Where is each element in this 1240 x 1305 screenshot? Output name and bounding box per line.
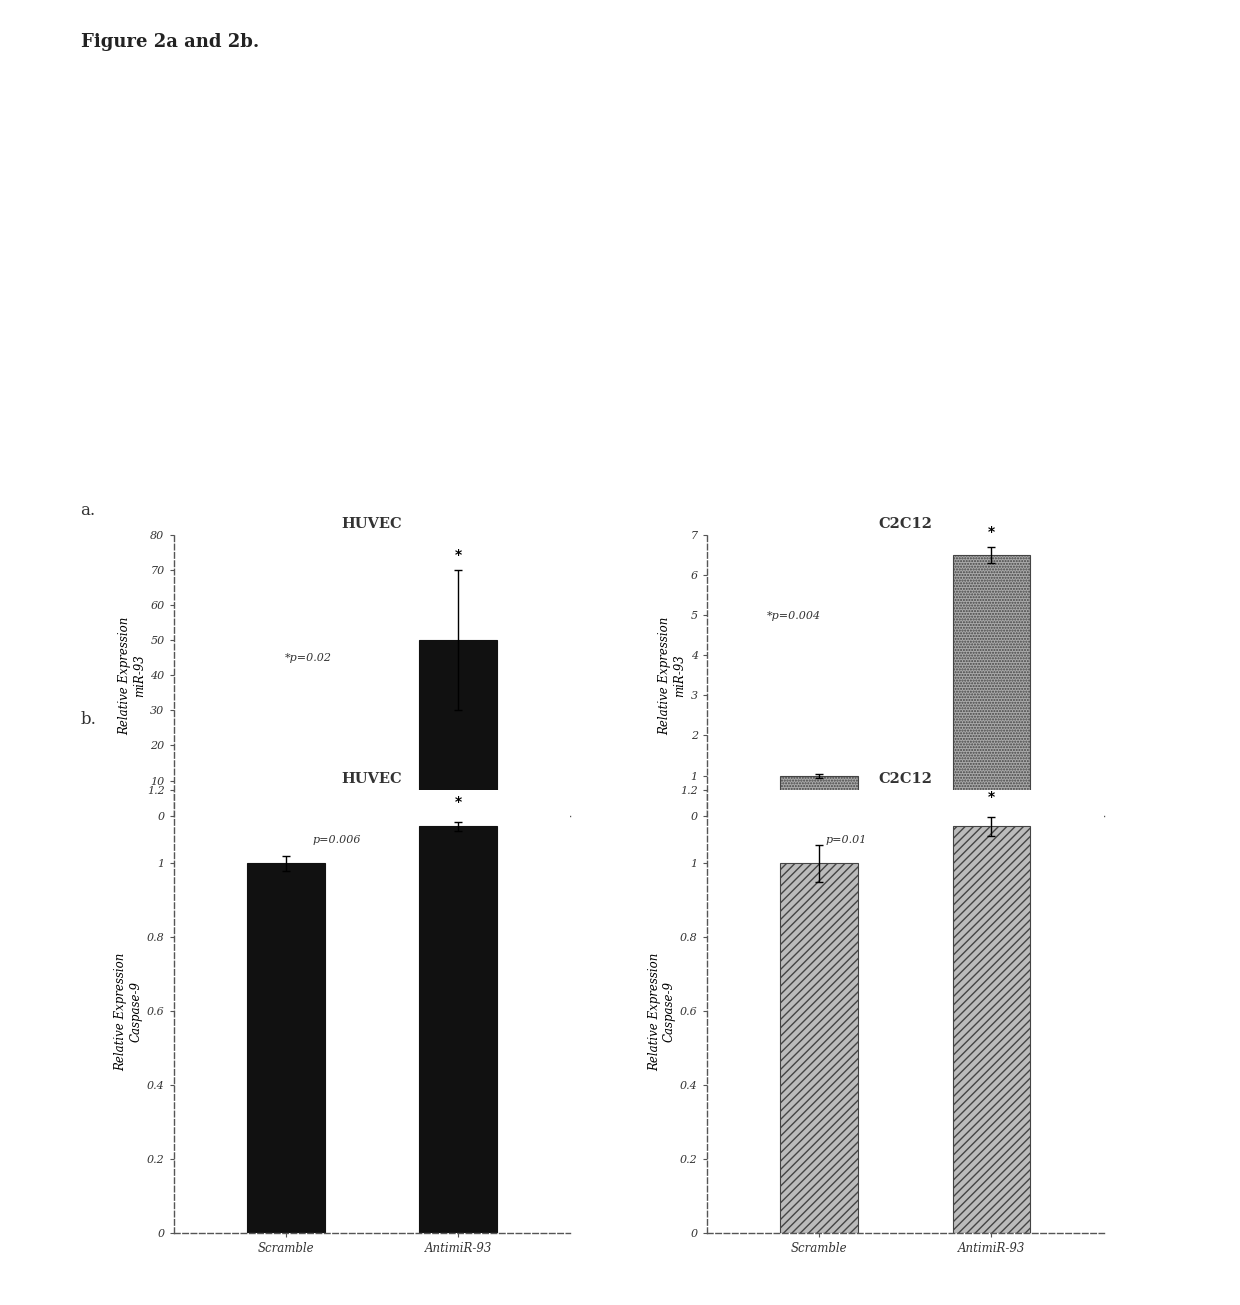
Text: *p=0.02: *p=0.02 (285, 654, 332, 663)
Text: *: * (455, 795, 461, 809)
Bar (780, 864, 858, 1233)
Text: *p=0.004: *p=0.004 (766, 611, 821, 621)
Text: Figure 2a and 2b.: Figure 2a and 2b. (81, 33, 259, 51)
Bar (247, 864, 325, 1233)
Y-axis label: Relative Expression
miR-93: Relative Expression miR-93 (118, 616, 146, 735)
Text: a.: a. (81, 502, 95, 519)
Bar (419, 826, 497, 1233)
Text: *: * (988, 790, 994, 804)
Bar (780, 775, 858, 816)
Title: C2C12: C2C12 (878, 517, 932, 531)
Y-axis label: Relative Expression
Caspase-9: Relative Expression Caspase-9 (114, 953, 143, 1070)
Text: *: * (455, 548, 461, 561)
Title: HUVEC: HUVEC (342, 517, 402, 531)
Bar (247, 812, 325, 816)
Text: *: * (988, 525, 994, 539)
Title: HUVEC: HUVEC (342, 771, 402, 786)
Y-axis label: Relative Expression
miR-93: Relative Expression miR-93 (658, 616, 687, 735)
Bar (952, 826, 1030, 1233)
Bar (952, 555, 1030, 816)
Text: b.: b. (81, 711, 97, 728)
Y-axis label: Relative Expression
Caspase-9: Relative Expression Caspase-9 (647, 953, 676, 1070)
Text: p=0.006: p=0.006 (312, 835, 361, 844)
Title: C2C12: C2C12 (878, 771, 932, 786)
Text: p=0.01: p=0.01 (826, 835, 867, 844)
Bar (419, 641, 497, 816)
